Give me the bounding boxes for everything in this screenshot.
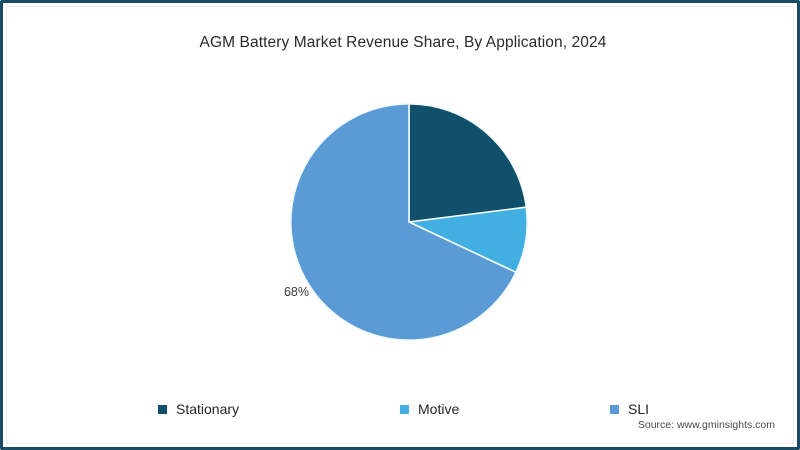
pie-slice-label-sli: 68% — [283, 285, 309, 299]
page-title: AGM Battery Market Revenue Share, By App… — [199, 34, 607, 51]
chart-legend: Stationary Motive SLI — [158, 398, 668, 420]
legend-label-sli: SLI — [628, 401, 650, 417]
legend-swatch-icon-stationary — [158, 404, 167, 414]
pie-slice-sli[interactable] — [290, 103, 517, 341]
pie-slice-stationary[interactable] — [408, 103, 528, 223]
legend-swatch-icon-sli — [610, 404, 619, 414]
legend-label-stationary: Stationary — [176, 401, 240, 417]
legend-swatch-icon-motive — [400, 404, 409, 414]
source-attribution: Source: www.gminsights.com — [637, 419, 775, 431]
legend-label-motive: Motive — [418, 401, 460, 417]
legend-item-motive[interactable]: Motive — [400, 398, 459, 420]
pie-chart-svg — [290, 103, 528, 341]
legend-item-sli[interactable]: SLI — [610, 398, 649, 420]
pie-chart — [290, 103, 528, 341]
legend-item-stationary[interactable]: Stationary — [158, 398, 239, 420]
